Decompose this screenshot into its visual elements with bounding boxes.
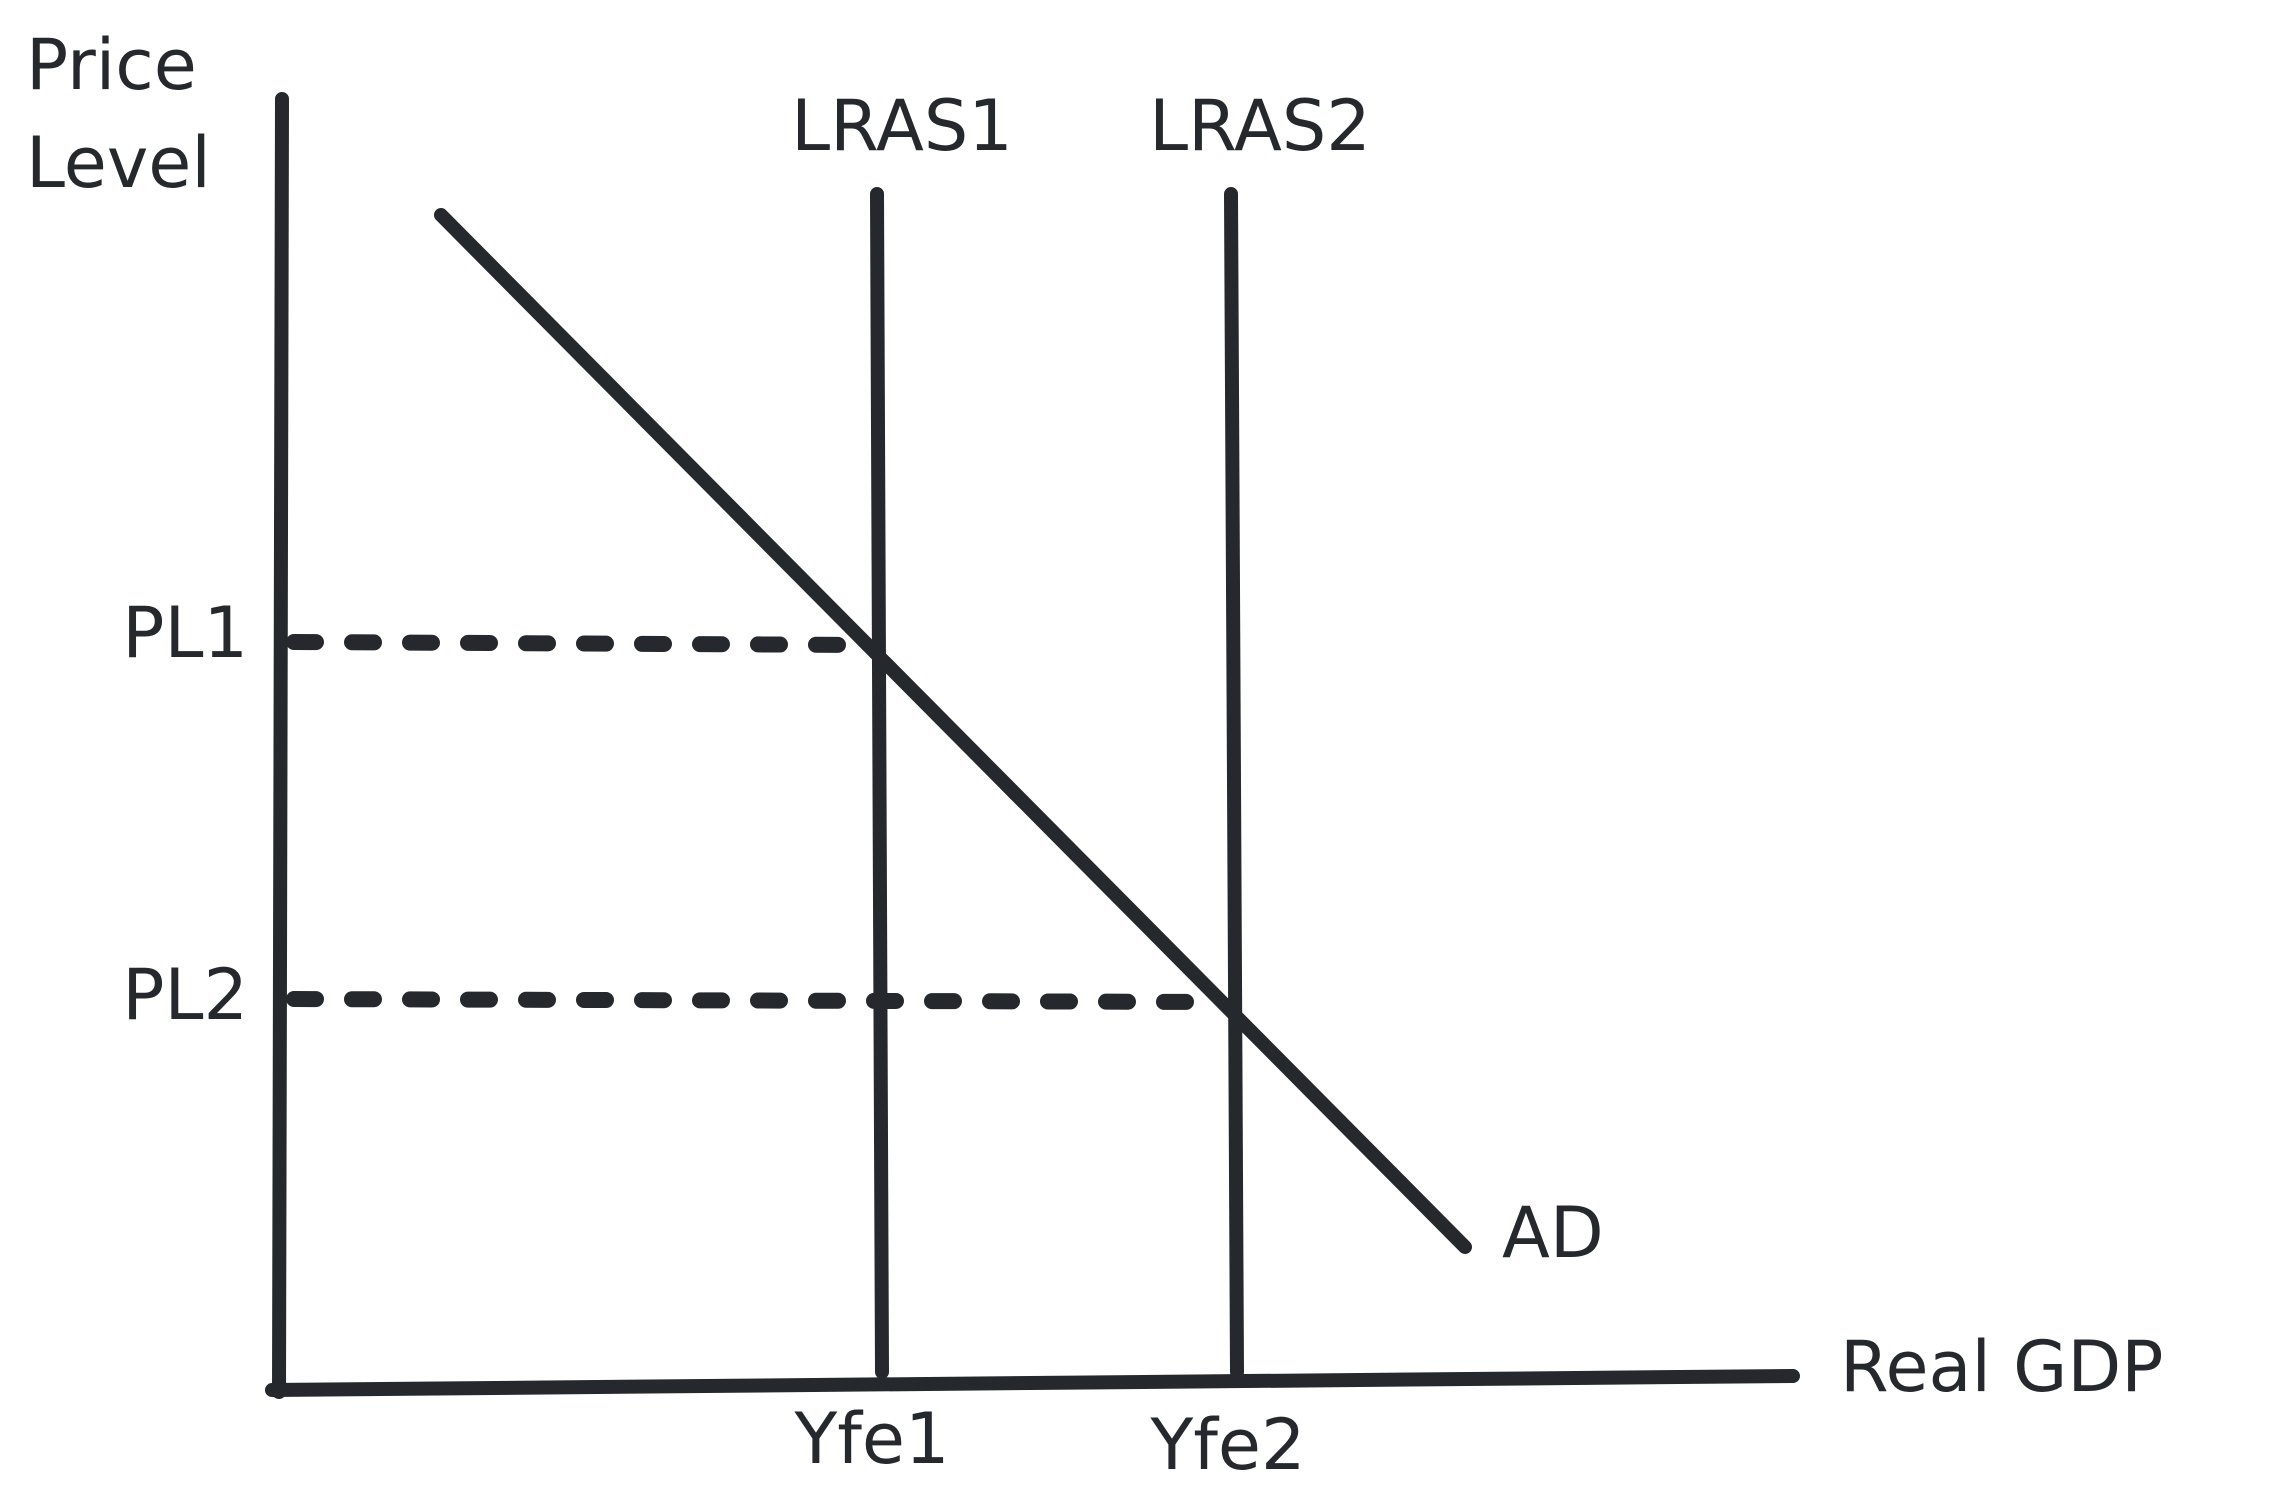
ad-line: [434, 208, 1472, 1254]
price-level-label: PL2: [122, 954, 248, 1036]
x-axis: [265, 1369, 1800, 1397]
curve-label: LRAS1: [791, 85, 1013, 167]
y-axis-label: Price: [26, 24, 197, 106]
y-axis: [272, 92, 289, 1399]
lras1-line: [870, 187, 889, 1379]
curve-label: LRAS2: [1149, 85, 1371, 167]
pl1-guide: [286, 634, 874, 653]
curve-label: AD: [1502, 1192, 1604, 1274]
x-axis-label: Real GDP: [1840, 1326, 2164, 1408]
price-level-label: PL1: [122, 592, 248, 674]
output-label: Yfe1: [793, 1398, 949, 1480]
y-axis-label: Level: [26, 122, 211, 204]
lras2-line: [1224, 187, 1244, 1379]
output-label: Yfe2: [1149, 1404, 1305, 1486]
pl2-guide: [286, 991, 1222, 1010]
